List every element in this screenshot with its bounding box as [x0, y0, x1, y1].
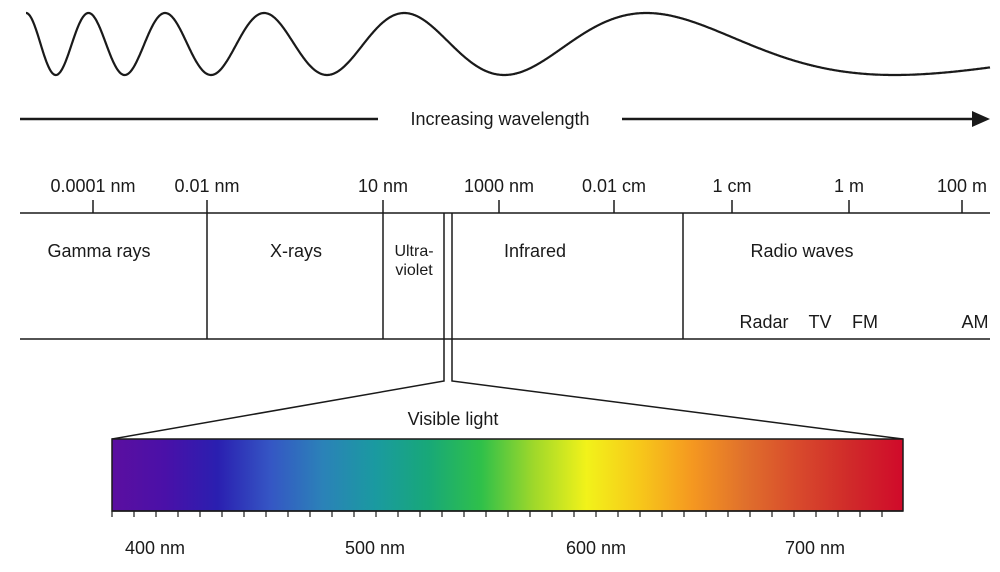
scale-tick-label: 0.0001 nm [50, 176, 135, 196]
band-label-ultraviolet-line1: Ultra- [394, 243, 433, 260]
radio-sub-label: FM [852, 312, 878, 332]
visible-connector [451, 339, 904, 440]
scale-tick-marks [92, 200, 963, 213]
band-label-gamma: Gamma rays [47, 241, 150, 261]
radio-sub-label: AM [962, 312, 989, 332]
visible-light-title: Visible light [408, 409, 499, 429]
band-label-xrays: X-rays [270, 241, 322, 261]
visible-axis-ticks [111, 511, 883, 517]
visible-axis-label: 600 nm [566, 538, 626, 558]
wavelength-arrowhead [972, 111, 990, 127]
band-label-radio: Radio waves [750, 241, 853, 261]
wavelength-arrow-label: Increasing wavelength [410, 109, 589, 129]
scale-tick-label: 1 cm [712, 176, 751, 196]
scale-tick-label: 0.01 cm [582, 176, 646, 196]
visible-axis-label: 400 nm [125, 538, 185, 558]
increasing-wavelength-wave [26, 11, 991, 77]
radio-sub-label: Radar [739, 312, 788, 332]
band-label-infrared: Infrared [504, 241, 566, 261]
visible-axis-label: 700 nm [785, 538, 845, 558]
band-label-ultraviolet-line2: violet [395, 262, 433, 279]
radio-sub-label: TV [808, 312, 831, 332]
visible-axis-label: 500 nm [345, 538, 405, 558]
scale-tick-label: 100 m [937, 176, 987, 196]
scale-tick-label: 10 nm [358, 176, 408, 196]
scale-tick-label: 1000 nm [464, 176, 534, 196]
scale-tick-label: 1 m [834, 176, 864, 196]
scale-tick-label: 0.01 nm [174, 176, 239, 196]
visible-connector [111, 339, 445, 440]
visible-spectrum-bar [112, 439, 903, 511]
band-dividers [206, 213, 684, 339]
